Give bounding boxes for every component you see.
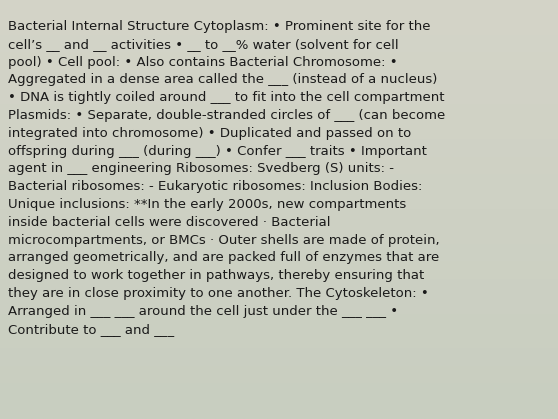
Text: offspring during ___ (during ___) • Confer ___ traits • Important: offspring during ___ (during ___) • Conf… [8, 145, 427, 158]
Text: Unique inclusions: **In the early 2000s, new compartments: Unique inclusions: **In the early 2000s,… [8, 198, 406, 211]
Text: • DNA is tightly coiled around ___ to fit into the cell compartment: • DNA is tightly coiled around ___ to fi… [8, 91, 445, 104]
Text: designed to work together in pathways, thereby ensuring that: designed to work together in pathways, t… [8, 269, 424, 282]
Text: they are in close proximity to one another. The Cytoskeleton: •: they are in close proximity to one anoth… [8, 287, 429, 300]
Text: Plasmids: • Separate, double-stranded circles of ___ (can become: Plasmids: • Separate, double-stranded ci… [8, 109, 445, 122]
Text: pool) • Cell pool: • Also contains Bacterial Chromosome: •: pool) • Cell pool: • Also contains Bacte… [8, 56, 398, 69]
Text: integrated into chromosome) • Duplicated and passed on to: integrated into chromosome) • Duplicated… [8, 127, 411, 140]
Text: arranged geometrically, and are packed full of enzymes that are: arranged geometrically, and are packed f… [8, 251, 439, 264]
Text: Bacterial Internal Structure Cytoplasm: • Prominent site for the: Bacterial Internal Structure Cytoplasm: … [8, 20, 431, 33]
Text: Contribute to ___ and ___: Contribute to ___ and ___ [8, 323, 174, 336]
Text: Aggregated in a dense area called the ___ (instead of a nucleus): Aggregated in a dense area called the __… [8, 73, 437, 86]
Text: agent in ___ engineering Ribosomes: Svedberg (S) units: -: agent in ___ engineering Ribosomes: Sved… [8, 163, 394, 176]
Text: Bacterial ribosomes: - Eukaryotic ribosomes: Inclusion Bodies:: Bacterial ribosomes: - Eukaryotic riboso… [8, 180, 422, 193]
Text: Arranged in ___ ___ around the cell just under the ___ ___ •: Arranged in ___ ___ around the cell just… [8, 305, 398, 318]
Text: cell’s __ and __ activities • __ to __% water (solvent for cell: cell’s __ and __ activities • __ to __% … [8, 38, 398, 51]
Text: inside bacterial cells were discovered · Bacterial: inside bacterial cells were discovered ·… [8, 216, 330, 229]
Text: microcompartments, or BMCs · Outer shells are made of protein,: microcompartments, or BMCs · Outer shell… [8, 234, 440, 247]
